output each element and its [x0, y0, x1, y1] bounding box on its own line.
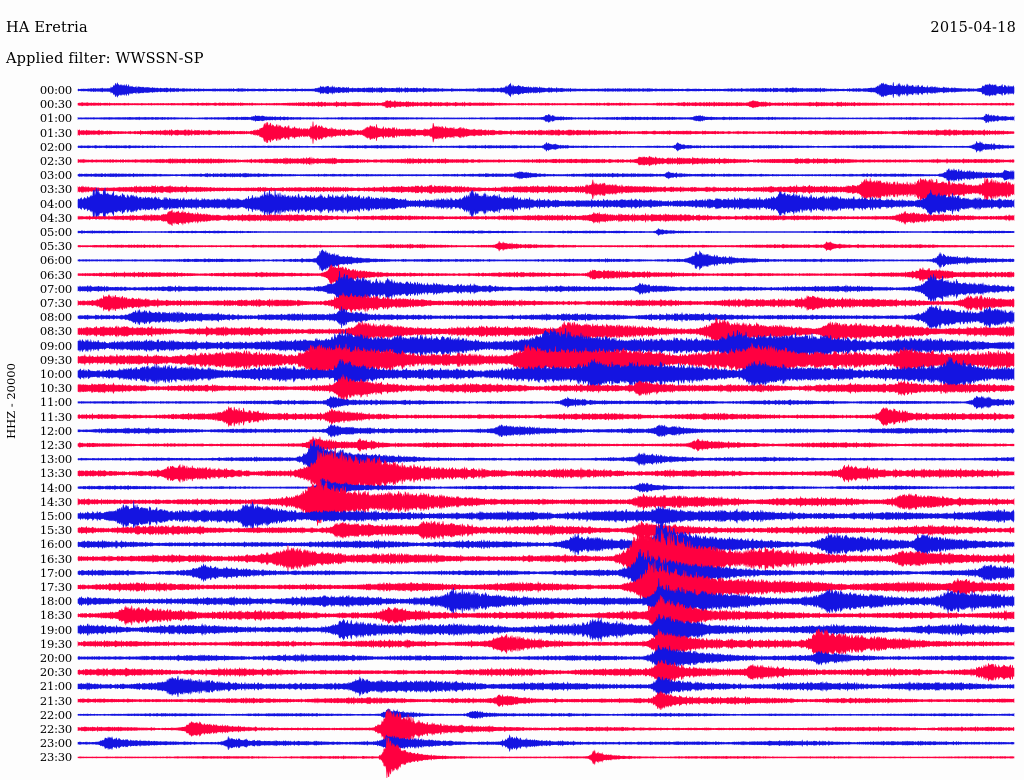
trace-row	[77, 395, 1015, 410]
trace-row	[77, 227, 1015, 237]
trace-row	[77, 374, 1015, 403]
trace-row	[77, 177, 1015, 202]
time-label: 04:30	[39, 210, 72, 225]
time-label: 01:30	[39, 125, 72, 140]
time-label: 10:00	[39, 367, 72, 381]
trace-row	[77, 520, 1015, 541]
trace-row	[77, 187, 1015, 220]
trace-row	[77, 249, 1015, 272]
trace-row	[77, 405, 1015, 428]
trace-row	[77, 292, 1015, 314]
time-label: 21:30	[39, 693, 72, 708]
time-label: 11:00	[39, 395, 72, 410]
trace-row	[77, 548, 1015, 597]
time-label: 19:30	[39, 636, 72, 651]
time-label: 14:00	[39, 480, 72, 495]
time-label: 05:30	[39, 239, 72, 254]
trace-row	[77, 645, 1015, 671]
helicorder-plot: 00:00 00:30 01:00 01:30 02:00 02:30 03:00 03:30…	[0, 80, 1024, 778]
time-label: 12:30	[39, 438, 72, 452]
time-label: 05:00	[39, 225, 72, 239]
time-label: 00:00	[39, 83, 72, 97]
time-label: 12:00	[39, 423, 72, 438]
trace-row	[77, 527, 1015, 590]
time-label: 04:00	[39, 196, 72, 211]
trace-row	[77, 675, 1015, 698]
time-label: 16:30	[39, 551, 72, 566]
trace-row	[77, 561, 1015, 613]
trace-row	[77, 436, 1015, 454]
trace-row	[77, 613, 1015, 646]
time-label: 16:00	[39, 537, 72, 552]
trace-row	[77, 141, 1015, 153]
trace-row	[77, 241, 1015, 252]
time-label: 13:30	[39, 466, 72, 481]
trace-row	[77, 449, 1015, 498]
trace-row	[77, 155, 1015, 167]
time-label: 22:30	[39, 722, 72, 736]
trace-row	[77, 423, 1015, 438]
trace-row	[77, 691, 1015, 711]
time-label: 06:00	[39, 253, 72, 268]
trace-row	[77, 736, 1015, 778]
trace-row	[77, 264, 1015, 286]
trace-row	[77, 595, 1015, 636]
trace-row	[77, 209, 1015, 227]
time-label: 02:30	[39, 154, 72, 168]
time-label: 18:30	[39, 608, 72, 623]
time-label: 09:00	[39, 338, 72, 353]
time-label: 15:30	[39, 523, 72, 538]
time-label: 22:00	[39, 707, 72, 722]
time-label: 19:00	[39, 622, 72, 637]
time-label: 03:30	[39, 182, 72, 197]
trace-row	[77, 659, 1015, 685]
trace-row	[77, 121, 1015, 144]
time-label: 17:00	[39, 565, 72, 580]
trace-row	[77, 113, 1015, 124]
time-label: 07:30	[39, 296, 72, 310]
trace-row	[77, 99, 1015, 109]
trace-row	[77, 168, 1015, 183]
trace-row	[77, 501, 1015, 531]
time-label: 18:00	[39, 594, 72, 609]
trace-row	[77, 629, 1015, 659]
trace-canvas	[77, 82, 1015, 778]
station-name: HA Eretria	[6, 20, 88, 36]
trace-row	[77, 708, 1015, 722]
time-label: 00:30	[39, 97, 72, 112]
applied-filter-label: Applied filter: WWSSN-SP	[6, 51, 204, 67]
time-label: 01:00	[39, 111, 72, 126]
trace-row	[77, 82, 1015, 98]
date-label: 2015-04-18	[930, 20, 1016, 36]
time-label: 17:30	[39, 580, 72, 594]
trace-row	[77, 519, 1015, 570]
time-label: 14:30	[39, 494, 72, 509]
time-label: 09:30	[39, 352, 72, 367]
time-label: 20:30	[39, 665, 72, 680]
trace-row	[77, 578, 1015, 625]
time-label: 15:00	[39, 509, 72, 523]
time-label: 06:30	[39, 267, 72, 282]
trace-row	[77, 478, 1015, 498]
time-label: 08:30	[39, 324, 72, 339]
time-label: 13:00	[39, 452, 72, 467]
time-label: 10:30	[39, 381, 72, 396]
time-label: 20:00	[39, 651, 72, 665]
time-label: 07:00	[39, 281, 72, 296]
time-label: 02:00	[39, 139, 72, 154]
time-label: 03:00	[39, 168, 72, 183]
time-label: 23:00	[39, 736, 72, 751]
time-label: 11:30	[39, 409, 72, 424]
trace-row	[77, 270, 1015, 307]
trace-row	[77, 304, 1015, 330]
trace-row	[77, 734, 1015, 753]
time-label: 23:30	[39, 750, 72, 765]
trace-row	[77, 356, 1015, 392]
time-label: 21:00	[39, 679, 72, 694]
time-label: 08:00	[39, 310, 72, 325]
